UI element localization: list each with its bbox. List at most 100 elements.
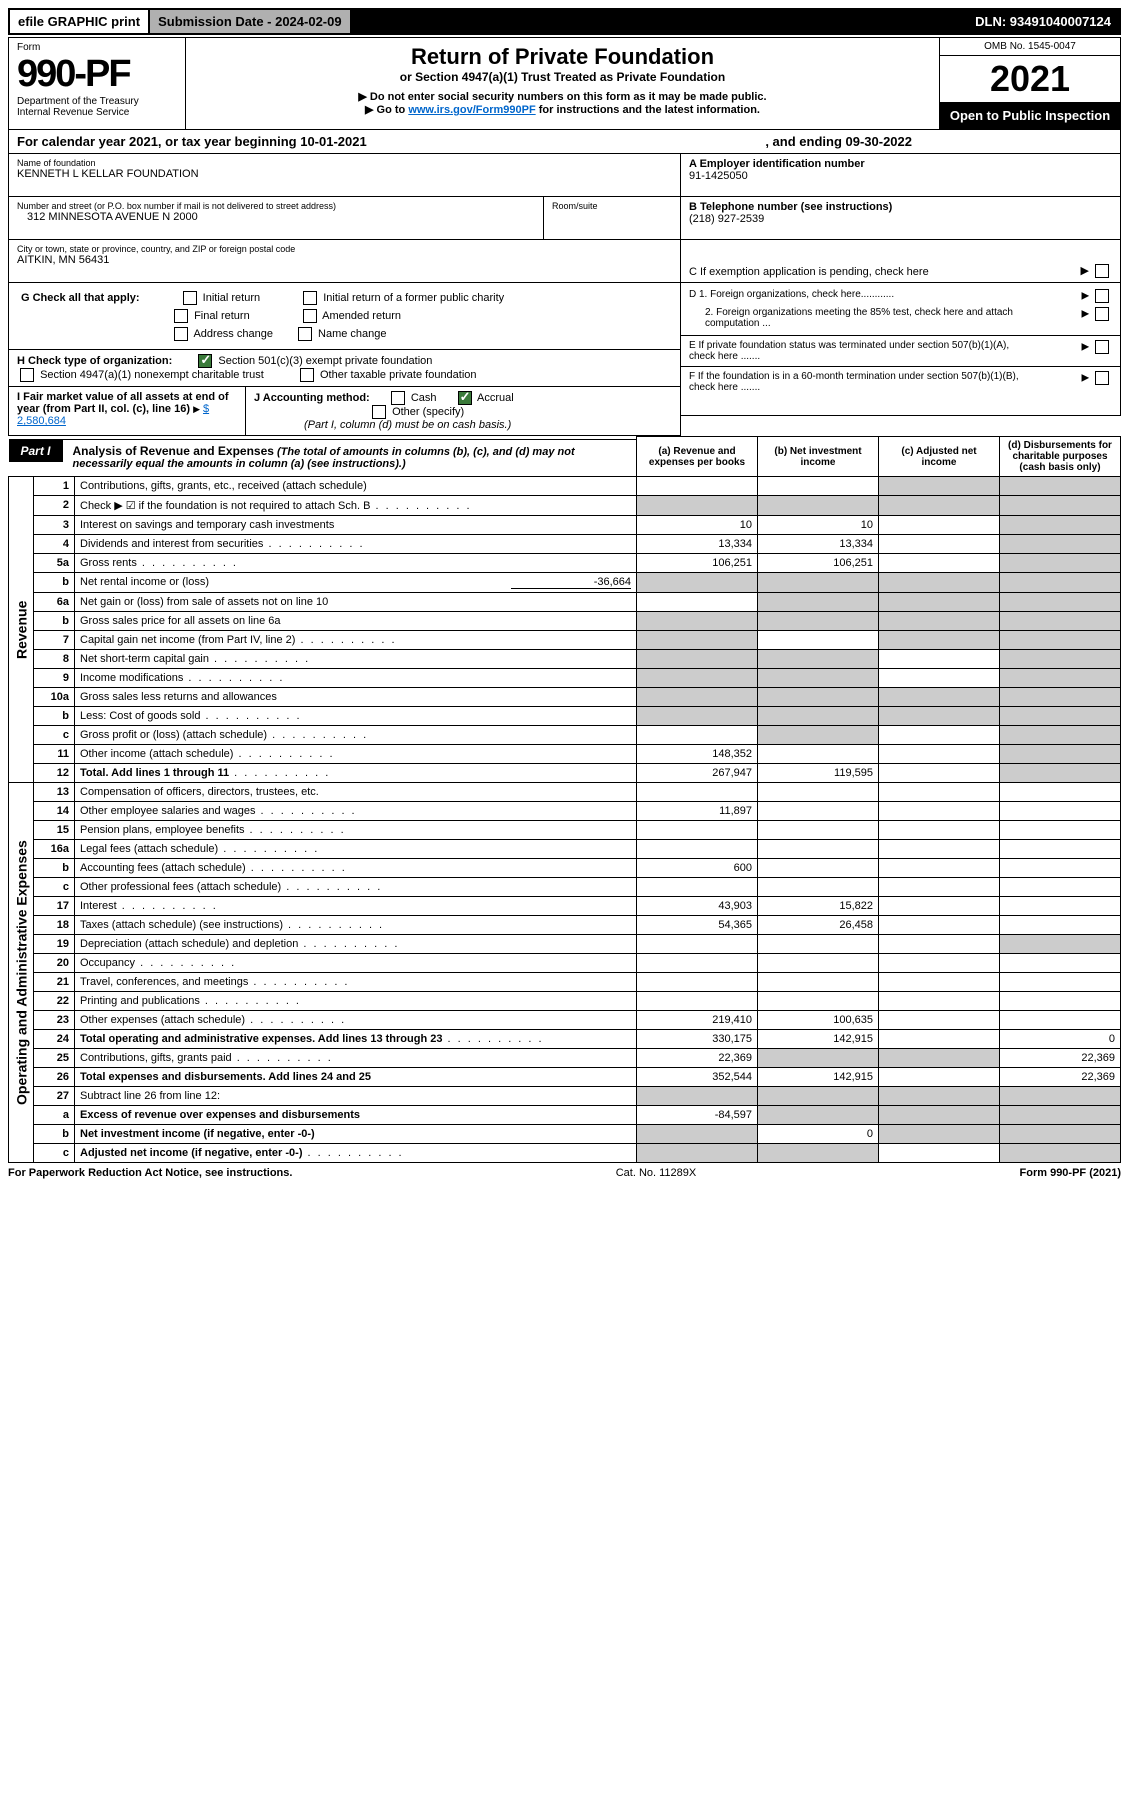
col-a-header: (a) Revenue and expenses per books xyxy=(637,437,758,477)
row-desc: Interest xyxy=(75,897,637,916)
cell-shaded xyxy=(1000,1125,1121,1144)
cell-amount: 54,365 xyxy=(637,916,758,935)
goto-suffix: for instructions and the latest informat… xyxy=(536,104,760,116)
cell-amount xyxy=(879,669,1000,688)
h-o1: Section 501(c)(3) exempt private foundat… xyxy=(218,355,432,367)
cell-shaded xyxy=(758,707,879,726)
cell-amount xyxy=(758,745,879,764)
submission-date: Submission Date - 2024-02-09 xyxy=(150,10,350,33)
checkbox-c[interactable] xyxy=(1095,264,1109,278)
omb-number: OMB No. 1545-0047 xyxy=(940,38,1120,56)
cell-amount: 22,369 xyxy=(1000,1049,1121,1068)
checkbox-e[interactable] xyxy=(1095,340,1109,354)
checkbox-initial-return[interactable] xyxy=(183,291,197,305)
cell-amount: -84,597 xyxy=(637,1106,758,1125)
cell-shaded xyxy=(1000,535,1121,554)
row-desc: Total. Add lines 1 through 11 xyxy=(75,764,637,783)
addr-value: 312 MINNESOTA AVENUE N 2000 xyxy=(17,211,535,223)
row-num: 22 xyxy=(34,992,75,1011)
row-desc: Income modifications xyxy=(75,669,637,688)
cell-shaded xyxy=(637,1144,758,1163)
checkbox-amended[interactable] xyxy=(303,309,317,323)
cell-amount xyxy=(758,821,879,840)
checkbox-name-change[interactable] xyxy=(298,327,312,341)
cell-amount: 142,915 xyxy=(758,1068,879,1087)
cell-amount xyxy=(637,992,758,1011)
cell-shaded xyxy=(1000,1144,1121,1163)
cell-amount xyxy=(637,726,758,745)
checkbox-other-taxable[interactable] xyxy=(300,368,314,382)
row-desc: Net rental income or (loss) -36,664 xyxy=(75,573,637,593)
col-b-header: (b) Net investment income xyxy=(758,437,879,477)
row-desc: Compensation of officers, directors, tru… xyxy=(75,783,637,802)
cell-amount xyxy=(879,1144,1000,1163)
cell-shaded xyxy=(1000,707,1121,726)
row-num: b xyxy=(34,1125,75,1144)
checkbox-f[interactable] xyxy=(1095,371,1109,385)
checkbox-final-return[interactable] xyxy=(174,309,188,323)
cell-amount xyxy=(637,878,758,897)
cell-shaded xyxy=(1000,688,1121,707)
checkbox-address-change[interactable] xyxy=(174,327,188,341)
row-desc: Less: Cost of goods sold xyxy=(75,707,637,726)
cell-shaded xyxy=(1000,516,1121,535)
cell-amount xyxy=(879,650,1000,669)
g-o2: Initial return of a former public charit… xyxy=(323,292,504,304)
cell-amount xyxy=(758,973,879,992)
cell-amount xyxy=(879,1011,1000,1030)
g-o6: Name change xyxy=(318,328,387,340)
cell-shaded xyxy=(879,496,1000,516)
cell-amount: 600 xyxy=(637,859,758,878)
cell-shaded xyxy=(879,1106,1000,1125)
cell-amount xyxy=(879,878,1000,897)
row-desc: Other professional fees (attach schedule… xyxy=(75,878,637,897)
cell-shaded xyxy=(879,688,1000,707)
row-desc: Other employee salaries and wages xyxy=(75,802,637,821)
phone-label: B Telephone number (see instructions) xyxy=(689,201,1112,213)
cell-amount xyxy=(879,1068,1000,1087)
col-c-header: (c) Adjusted net income xyxy=(879,437,1000,477)
row-num: 18 xyxy=(34,916,75,935)
cal-begin: For calendar year 2021, or tax year begi… xyxy=(17,134,367,149)
cell-shaded xyxy=(637,496,758,516)
checkbox-initial-former[interactable] xyxy=(303,291,317,305)
cell-amount xyxy=(879,840,1000,859)
cell-amount xyxy=(637,821,758,840)
row-desc: Printing and publications xyxy=(75,992,637,1011)
checkbox-4947[interactable] xyxy=(20,368,34,382)
row-desc: Net short-term capital gain xyxy=(75,650,637,669)
cell-amount xyxy=(879,764,1000,783)
checkbox-d2[interactable] xyxy=(1095,307,1109,321)
h-o2: Section 4947(a)(1) nonexempt charitable … xyxy=(40,369,264,381)
calendar-year-row: For calendar year 2021, or tax year begi… xyxy=(8,130,1121,154)
cell-shaded xyxy=(1000,631,1121,650)
ssn-note: ▶ Do not enter social security numbers o… xyxy=(358,91,766,103)
cell-shaded xyxy=(1000,573,1121,593)
cell-shaded xyxy=(637,573,758,593)
row-desc: Dividends and interest from securities xyxy=(75,535,637,554)
checkbox-501c3[interactable] xyxy=(198,354,212,368)
checkbox-accrual[interactable] xyxy=(458,391,472,405)
e-label: E If private foundation status was termi… xyxy=(689,340,1029,362)
row-desc: Depreciation (attach schedule) and deple… xyxy=(75,935,637,954)
cell-shaded xyxy=(758,726,879,745)
cell-amount xyxy=(637,954,758,973)
cell-shaded xyxy=(879,631,1000,650)
checkbox-cash[interactable] xyxy=(391,391,405,405)
cell-amount xyxy=(879,935,1000,954)
form-url-link[interactable]: www.irs.gov/Form990PF xyxy=(408,104,535,116)
form-title: Return of Private Foundation xyxy=(196,44,929,70)
cell-amount: 219,410 xyxy=(637,1011,758,1030)
cell-amount: 22,369 xyxy=(1000,1068,1121,1087)
cell-shaded xyxy=(758,1087,879,1106)
col-d-header: (d) Disbursements for charitable purpose… xyxy=(1000,437,1121,477)
efile-badge: efile GRAPHIC print xyxy=(10,10,148,33)
row-num: 3 xyxy=(34,516,75,535)
cell-amount xyxy=(758,859,879,878)
cell-amount xyxy=(879,554,1000,573)
part1-table: Part I Analysis of Revenue and Expenses … xyxy=(8,436,1121,1163)
cell-amount xyxy=(637,840,758,859)
checkbox-other-method[interactable] xyxy=(372,405,386,419)
checkbox-d1[interactable] xyxy=(1095,289,1109,303)
row-desc: Occupancy xyxy=(75,954,637,973)
